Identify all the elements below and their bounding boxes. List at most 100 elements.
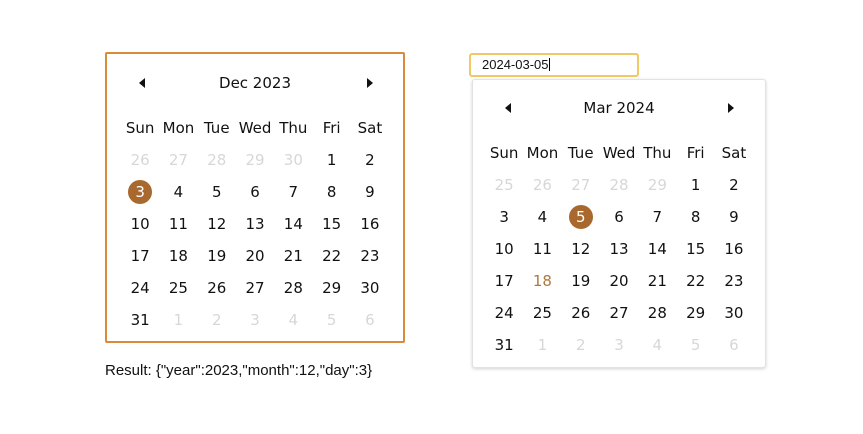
day-cell[interactable]: 8: [676, 201, 714, 233]
day-cell-outside-month[interactable]: 2: [198, 304, 236, 336]
day-cell-outside-month[interactable]: 2: [562, 329, 600, 361]
day-cell[interactable]: 21: [274, 240, 312, 272]
day-cell[interactable]: 26: [198, 272, 236, 304]
day-cell-outside-month[interactable]: 28: [600, 169, 638, 201]
day-cell[interactable]: 17: [121, 240, 159, 272]
day-cell[interactable]: 8: [312, 176, 350, 208]
prev-month-button[interactable]: [496, 96, 520, 120]
day-cell[interactable]: 25: [159, 272, 197, 304]
day-cell[interactable]: 1: [312, 144, 350, 176]
day-cell[interactable]: 27: [236, 272, 274, 304]
day-cell[interactable]: 22: [676, 265, 714, 297]
day-cell-outside-month[interactable]: 4: [274, 304, 312, 336]
day-cell[interactable]: 1: [676, 169, 714, 201]
day-cell[interactable]: 21: [638, 265, 676, 297]
day-cell-outside-month[interactable]: 3: [236, 304, 274, 336]
week-row: 26 27 28 29 30 1 2: [121, 144, 389, 176]
day-cell-selected[interactable]: 5: [562, 201, 600, 233]
day-cell-outside-month[interactable]: 29: [638, 169, 676, 201]
day-number: 26: [207, 279, 227, 297]
day-cell[interactable]: 13: [236, 208, 274, 240]
day-cell[interactable]: 30: [715, 297, 753, 329]
day-cell-outside-month[interactable]: 27: [159, 144, 197, 176]
day-cell[interactable]: 27: [600, 297, 638, 329]
day-cell[interactable]: 19: [562, 265, 600, 297]
day-cell[interactable]: 31: [485, 329, 523, 361]
day-cell[interactable]: 23: [351, 240, 389, 272]
day-cell[interactable]: 3: [485, 201, 523, 233]
day-number: 12: [207, 215, 227, 233]
day-cell[interactable]: 14: [638, 233, 676, 265]
day-cell[interactable]: 31: [121, 304, 159, 336]
next-month-button[interactable]: [719, 96, 743, 120]
day-cell[interactable]: 9: [715, 201, 753, 233]
next-month-button[interactable]: [358, 71, 382, 95]
day-number: 30: [360, 279, 380, 297]
day-number: 24: [130, 279, 150, 297]
day-cell-outside-month[interactable]: 6: [351, 304, 389, 336]
day-cell[interactable]: 10: [121, 208, 159, 240]
day-cell-outside-month[interactable]: 30: [274, 144, 312, 176]
day-cell[interactable]: 23: [715, 265, 753, 297]
day-cell[interactable]: 15: [676, 233, 714, 265]
day-cell[interactable]: 9: [351, 176, 389, 208]
day-cell-outside-month[interactable]: 28: [198, 144, 236, 176]
day-number: 6: [250, 183, 260, 201]
day-cell-selected[interactable]: 3: [121, 176, 159, 208]
day-cell[interactable]: 6: [236, 176, 274, 208]
day-cell[interactable]: 28: [638, 297, 676, 329]
day-cell[interactable]: 25: [523, 297, 561, 329]
day-cell[interactable]: 12: [562, 233, 600, 265]
day-number: 16: [724, 240, 744, 258]
day-cell-today[interactable]: 18: [523, 265, 561, 297]
day-cell-outside-month[interactable]: 1: [159, 304, 197, 336]
day-number: 13: [609, 240, 629, 258]
day-cell[interactable]: 6: [600, 201, 638, 233]
day-cell[interactable]: 4: [523, 201, 561, 233]
day-cell[interactable]: 20: [600, 265, 638, 297]
day-cell[interactable]: 28: [274, 272, 312, 304]
day-cell[interactable]: 24: [485, 297, 523, 329]
day-cell[interactable]: 19: [198, 240, 236, 272]
day-cell[interactable]: 16: [715, 233, 753, 265]
day-cell[interactable]: 20: [236, 240, 274, 272]
day-cell-outside-month[interactable]: 5: [676, 329, 714, 361]
day-cell[interactable]: 2: [715, 169, 753, 201]
date-input[interactable]: 2024-03-05: [469, 53, 639, 77]
day-cell-outside-month[interactable]: 5: [312, 304, 350, 336]
day-cell[interactable]: 22: [312, 240, 350, 272]
day-cell[interactable]: 30: [351, 272, 389, 304]
day-cell-outside-month[interactable]: 27: [562, 169, 600, 201]
day-cell-outside-month[interactable]: 29: [236, 144, 274, 176]
day-cell-outside-month[interactable]: 26: [523, 169, 561, 201]
day-cell[interactable]: 11: [159, 208, 197, 240]
day-cell[interactable]: 12: [198, 208, 236, 240]
day-cell[interactable]: 7: [274, 176, 312, 208]
day-number: 18: [168, 247, 188, 265]
day-cell[interactable]: 17: [485, 265, 523, 297]
day-cell-outside-month[interactable]: 6: [715, 329, 753, 361]
day-cell[interactable]: 7: [638, 201, 676, 233]
day-cell[interactable]: 26: [562, 297, 600, 329]
day-cell[interactable]: 15: [312, 208, 350, 240]
week-row: 17 18 19 20 21 22 23: [121, 240, 389, 272]
day-cell-outside-month[interactable]: 3: [600, 329, 638, 361]
day-cell[interactable]: 29: [676, 297, 714, 329]
day-cell-outside-month[interactable]: 4: [638, 329, 676, 361]
day-cell[interactable]: 4: [159, 176, 197, 208]
day-cell[interactable]: 5: [198, 176, 236, 208]
day-cell[interactable]: 2: [351, 144, 389, 176]
day-cell-outside-month[interactable]: 25: [485, 169, 523, 201]
day-cell[interactable]: 11: [523, 233, 561, 265]
day-cell[interactable]: 24: [121, 272, 159, 304]
day-cell-outside-month[interactable]: 26: [121, 144, 159, 176]
day-cell[interactable]: 13: [600, 233, 638, 265]
day-cell[interactable]: 16: [351, 208, 389, 240]
prev-month-button[interactable]: [130, 71, 154, 95]
day-cell[interactable]: 18: [159, 240, 197, 272]
day-number: 1: [537, 336, 548, 354]
day-cell[interactable]: 10: [485, 233, 523, 265]
day-cell[interactable]: 14: [274, 208, 312, 240]
day-cell-outside-month[interactable]: 1: [523, 329, 561, 361]
day-cell[interactable]: 29: [312, 272, 350, 304]
